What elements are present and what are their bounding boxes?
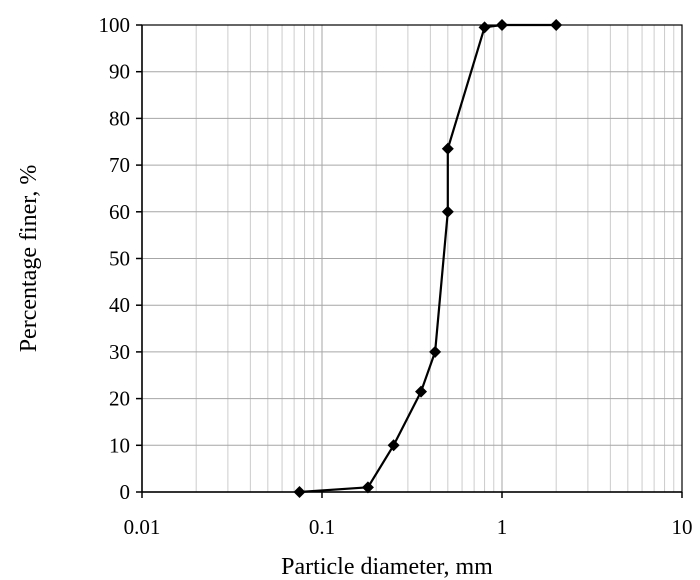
data-point <box>478 21 491 34</box>
y-tick-label: 10 <box>109 433 130 457</box>
tick-labels: 0 10 20 30 40 50 60 70 80 90 100 0.01 0.1 1 10 <box>99 13 693 539</box>
y-tick-label: 40 <box>109 293 130 317</box>
x-tick-label: 0.01 <box>124 515 161 539</box>
x-tick-label: 0.1 <box>309 515 335 539</box>
x-tick-label: 1 <box>497 515 508 539</box>
y-tick-label: 80 <box>109 106 130 130</box>
y-tick-label: 70 <box>109 153 130 177</box>
y-tick-label: 90 <box>109 60 130 84</box>
data-point <box>387 439 400 452</box>
y-axis-title: Percentage finer, % <box>16 165 42 353</box>
data-point <box>441 205 454 218</box>
data-point <box>550 19 563 31</box>
axes <box>136 24 683 498</box>
x-tick-label: 10 <box>672 515 693 539</box>
x-axis-title: Particle diameter, mm <box>281 554 493 580</box>
data-point <box>496 19 508 31</box>
y-tick-label: 100 <box>99 13 131 37</box>
y-tick-label: 20 <box>109 387 130 411</box>
series-line <box>299 23 557 494</box>
grid <box>142 25 682 492</box>
data-point <box>361 481 374 494</box>
y-tick-label: 50 <box>109 247 130 271</box>
data-point <box>415 385 428 398</box>
y-tick-label: 60 <box>109 200 130 224</box>
y-tick-label: 0 <box>120 480 131 504</box>
series <box>293 19 563 498</box>
data-point <box>293 486 306 498</box>
data-point <box>429 345 442 358</box>
data-point <box>441 142 454 155</box>
y-tick-label: 30 <box>109 340 130 364</box>
